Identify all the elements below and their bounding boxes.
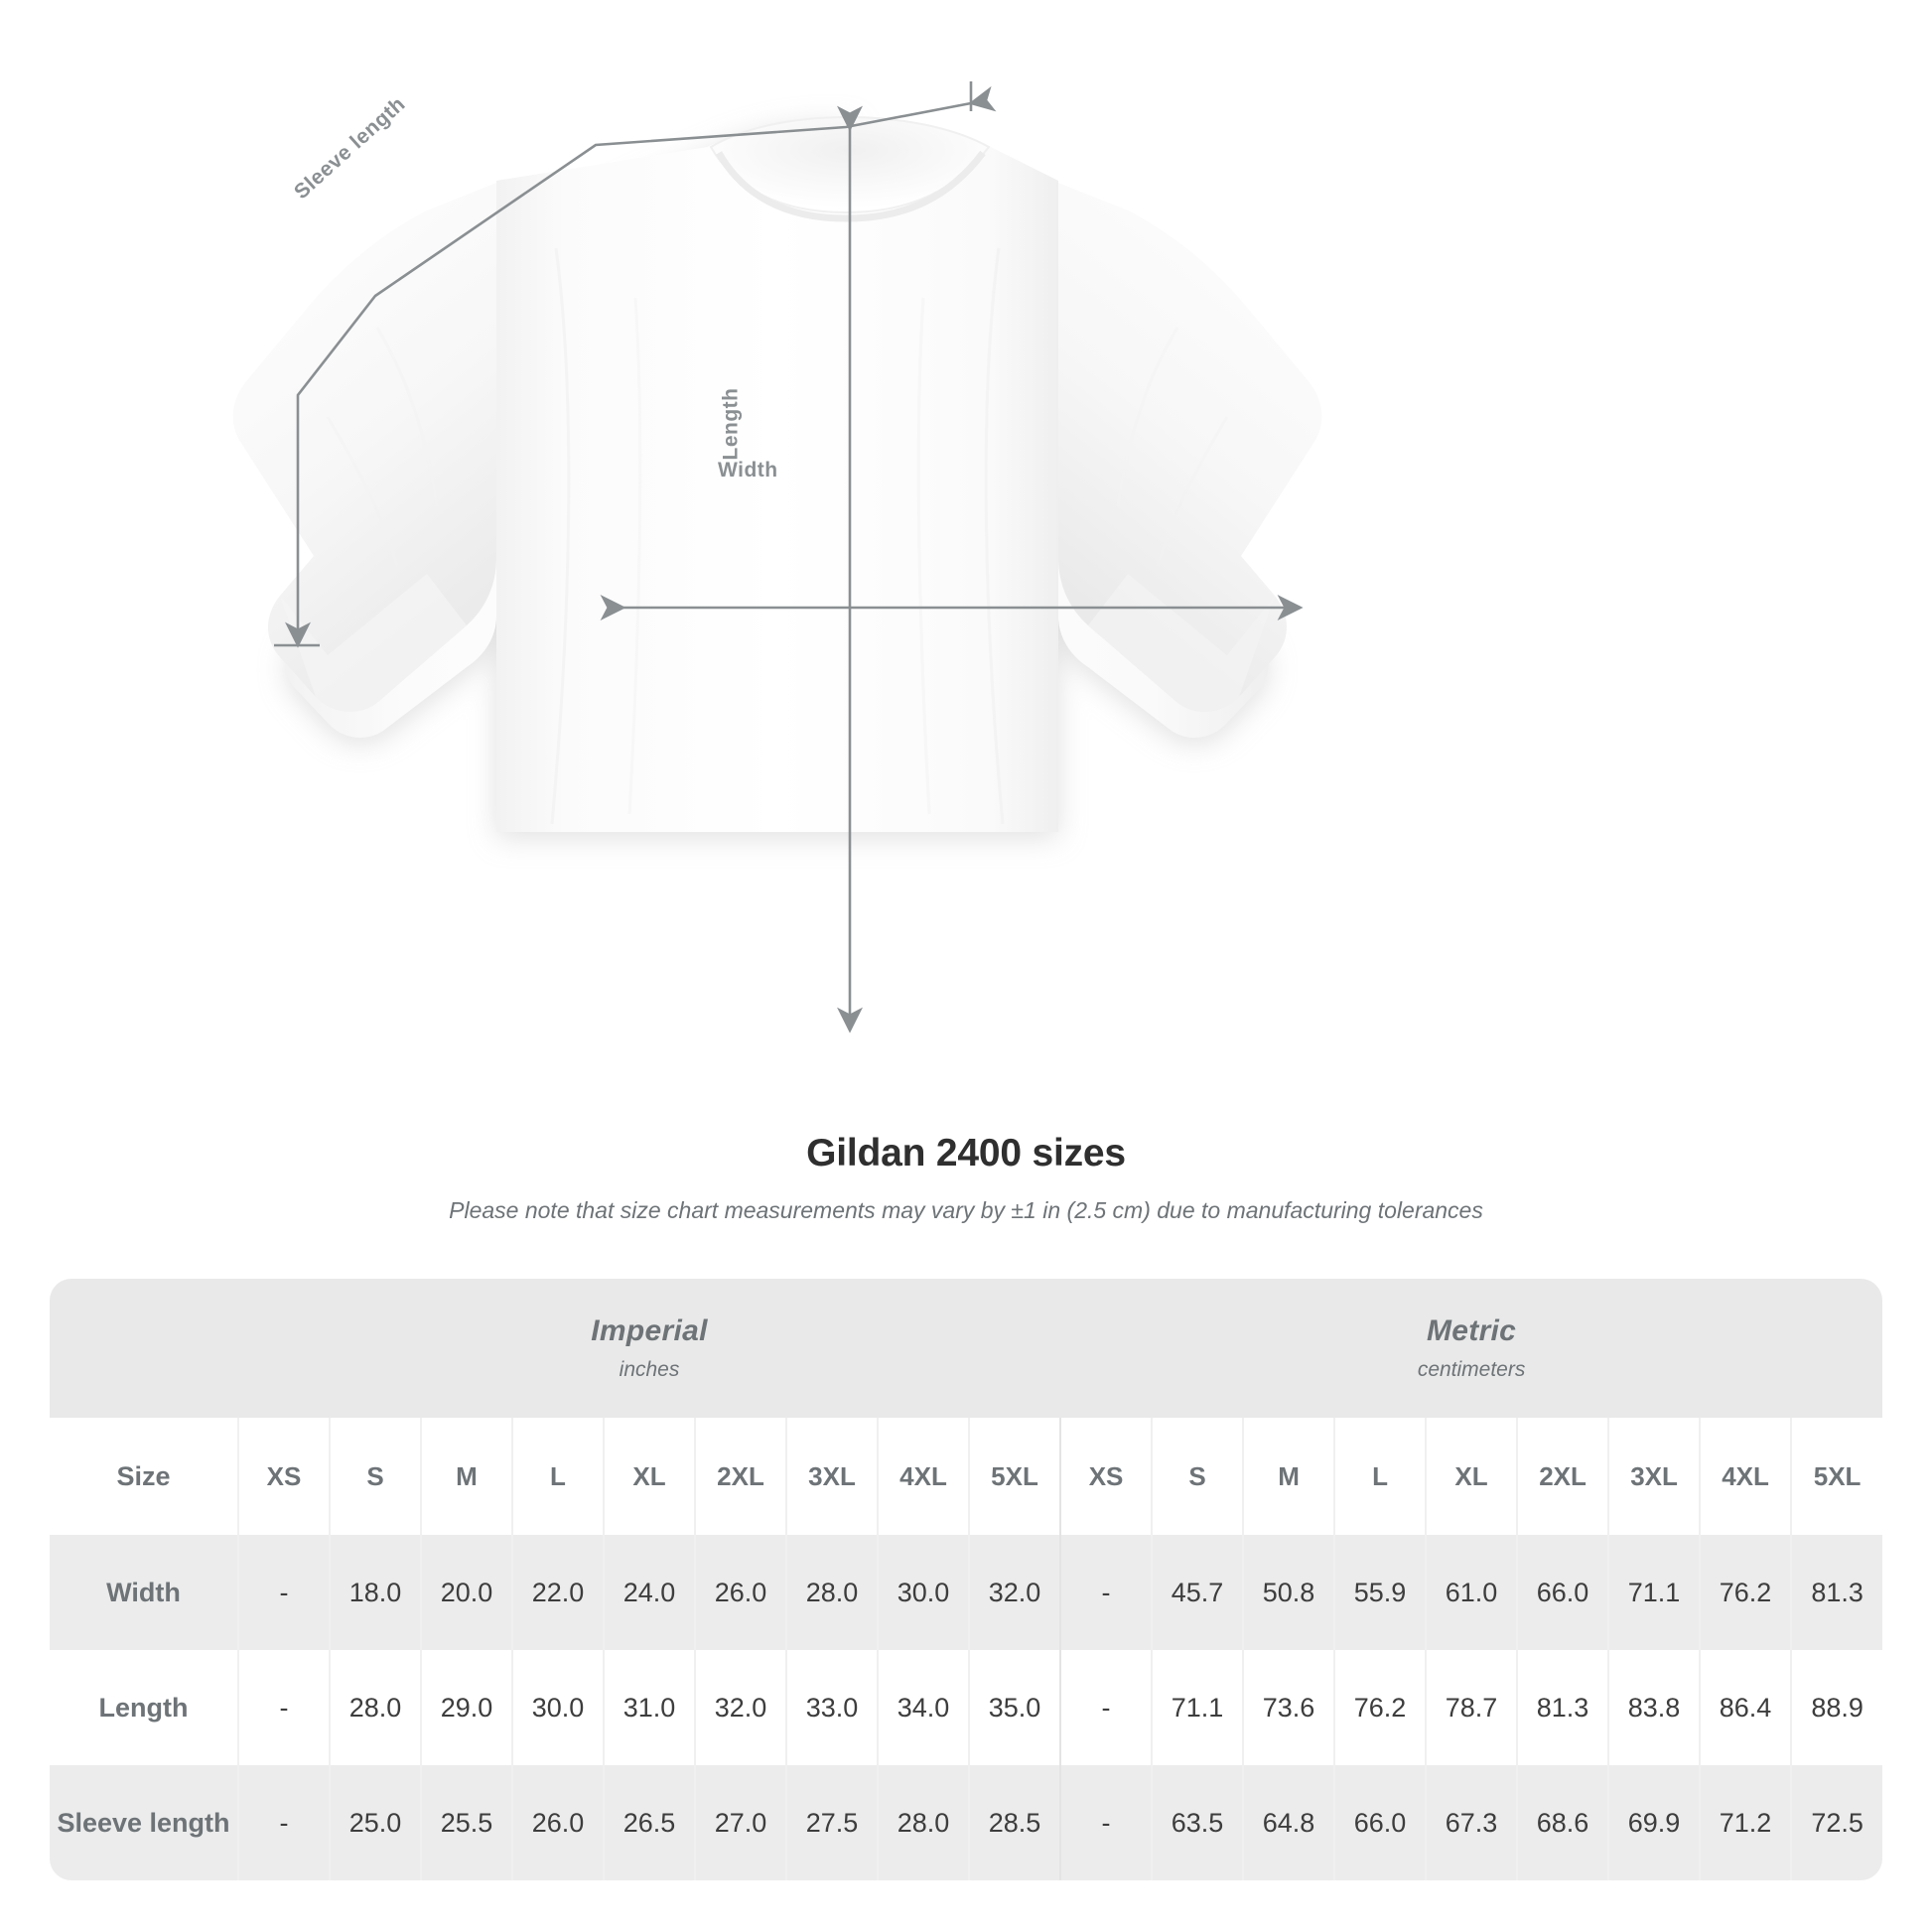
size-chart-table: Imperial inches Metric centimeters Size XS S M L… (50, 1279, 1883, 1880)
table-row: Length -28.0 29.0 30.0 31.0 32.0 33.0 34.0 35.0-… (50, 1650, 1883, 1765)
size-header-row: Size XS S M L XL 2XL 3XL 4XL 5XL XS S M L XL 2XL 3XL 4XL 5… (50, 1418, 1883, 1535)
cell-metric-3xl: 83.8 (1607, 1650, 1701, 1765)
size-header-metric-m: M (1242, 1418, 1335, 1535)
row-label-length: Length (50, 1650, 238, 1765)
cell-imperial-5xl: 35.0 (967, 1650, 1061, 1765)
unit-name: Metric (1427, 1314, 1517, 1347)
table-row: Width -18.0 20.0 22.0 24.0 26.0 28.0 30.0 32.0-4… (50, 1535, 1883, 1650)
cell-metric-4xl: 71.2 (1699, 1765, 1792, 1880)
tolerance-note: Please note that size chart measurements… (449, 1197, 1483, 1223)
size-header-metric-2xl: 2XL (1516, 1418, 1609, 1535)
cell-metric-xs: - (1059, 1765, 1153, 1880)
cell-imperial-xs: - (237, 1765, 330, 1880)
cell-metric-l: 55.9 (1333, 1535, 1427, 1650)
cell-imperial-4xl: 34.0 (877, 1650, 969, 1765)
cell-metric-m: 73.6 (1242, 1650, 1335, 1765)
size-chart-table-container: Imperial inches Metric centimeters Size XS S M L… (50, 1279, 1883, 1880)
cell-metric-xl: 67.3 (1425, 1765, 1518, 1880)
size-header-imperial-l: L (511, 1418, 604, 1535)
cell-metric-l: 76.2 (1333, 1650, 1427, 1765)
cell-imperial-xl: 26.5 (603, 1765, 695, 1880)
size-header-imperial-xs: XS (237, 1418, 330, 1535)
cell-imperial-5xl: 28.5 (967, 1765, 1061, 1880)
cell-metric-5xl: 72.5 (1790, 1765, 1883, 1880)
cell-imperial-2xl: 26.0 (694, 1535, 786, 1650)
page-title: Gildan 2400 sizes (806, 1132, 1126, 1174)
cell-imperial-l: 30.0 (511, 1650, 604, 1765)
table-row: Sleeve length -25.0 25.5 26.0 26.5 27.0 27.5 28… (50, 1765, 1883, 1880)
length-label: Length (719, 387, 743, 461)
cell-imperial-s: 18.0 (329, 1535, 421, 1650)
cell-metric-xs: - (1059, 1650, 1153, 1765)
cell-imperial-xl: 31.0 (603, 1650, 695, 1765)
width-label: Width (718, 459, 778, 482)
cell-metric-l: 66.0 (1333, 1765, 1427, 1880)
cell-imperial-2xl: 32.0 (694, 1650, 786, 1765)
cell-imperial-2xl: 27.0 (694, 1765, 786, 1880)
unit-subtitle: centimeters (1417, 1358, 1526, 1381)
size-header-imperial-m: M (420, 1418, 512, 1535)
cell-metric-s: 71.1 (1151, 1650, 1244, 1765)
unit-header-row: Imperial inches Metric centimeters (50, 1279, 1883, 1418)
size-column-label: Size (50, 1418, 238, 1535)
cell-imperial-5xl: 32.0 (967, 1535, 1061, 1650)
size-header-metric-s: S (1151, 1418, 1244, 1535)
size-header-imperial-4xl: 4XL (877, 1418, 969, 1535)
size-header-metric-5xl: 5XL (1790, 1418, 1883, 1535)
cell-metric-2xl: 81.3 (1516, 1650, 1609, 1765)
cell-metric-xl: 78.7 (1425, 1650, 1518, 1765)
cell-imperial-xs: - (237, 1650, 330, 1765)
cell-metric-m: 50.8 (1242, 1535, 1335, 1650)
cell-metric-xs: - (1059, 1535, 1153, 1650)
cell-imperial-l: 26.0 (511, 1765, 604, 1880)
cell-metric-4xl: 86.4 (1699, 1650, 1792, 1765)
row-label-width: Width (50, 1535, 238, 1650)
cell-metric-2xl: 68.6 (1516, 1765, 1609, 1880)
cell-metric-3xl: 71.1 (1607, 1535, 1701, 1650)
cell-metric-3xl: 69.9 (1607, 1765, 1701, 1880)
shirt-illustration (232, 81, 1322, 1034)
cell-imperial-4xl: 30.0 (877, 1535, 969, 1650)
cell-metric-s: 45.7 (1151, 1535, 1244, 1650)
cell-metric-4xl: 76.2 (1699, 1535, 1792, 1650)
size-header-imperial-s: S (329, 1418, 421, 1535)
size-header-imperial-2xl: 2XL (694, 1418, 786, 1535)
cell-imperial-s: 25.0 (329, 1765, 421, 1880)
unit-subtitle: inches (619, 1358, 680, 1381)
row-label-sleeve-length: Sleeve length (50, 1765, 238, 1880)
size-header-metric-xs: XS (1059, 1418, 1153, 1535)
unit-header-metric: Metric centimeters (1060, 1279, 1883, 1418)
size-header-metric-l: L (1333, 1418, 1427, 1535)
size-header-metric-3xl: 3XL (1607, 1418, 1701, 1535)
size-header-metric-4xl: 4XL (1699, 1418, 1792, 1535)
cell-imperial-s: 28.0 (329, 1650, 421, 1765)
cell-imperial-m: 20.0 (420, 1535, 512, 1650)
cell-imperial-m: 25.5 (420, 1765, 512, 1880)
size-header-metric-xl: XL (1425, 1418, 1518, 1535)
size-header-imperial-3xl: 3XL (785, 1418, 878, 1535)
unit-header-imperial: Imperial inches (238, 1279, 1061, 1418)
unit-header-spacer (50, 1279, 238, 1418)
cell-imperial-xs: - (237, 1535, 330, 1650)
unit-name: Imperial (591, 1314, 708, 1347)
cell-imperial-m: 29.0 (420, 1650, 512, 1765)
cell-metric-xl: 61.0 (1425, 1535, 1518, 1650)
chart-heading-block: Gildan 2400 sizes Please note that size … (0, 1132, 1932, 1224)
cell-metric-2xl: 66.0 (1516, 1535, 1609, 1650)
cell-metric-5xl: 88.9 (1790, 1650, 1883, 1765)
garment-diagram: Sleeve length Length Width (232, 81, 1322, 1034)
cell-metric-m: 64.8 (1242, 1765, 1335, 1880)
cell-metric-s: 63.5 (1151, 1765, 1244, 1880)
cell-metric-5xl: 81.3 (1790, 1535, 1883, 1650)
cell-imperial-3xl: 33.0 (785, 1650, 878, 1765)
cell-imperial-l: 22.0 (511, 1535, 604, 1650)
sleeve-length-measure-line (274, 81, 997, 648)
cell-imperial-4xl: 28.0 (877, 1765, 969, 1880)
size-header-imperial-5xl: 5XL (967, 1418, 1061, 1535)
cell-imperial-3xl: 27.5 (785, 1765, 878, 1880)
cell-imperial-3xl: 28.0 (785, 1535, 878, 1650)
cell-imperial-xl: 24.0 (603, 1535, 695, 1650)
size-header-imperial-xl: XL (603, 1418, 695, 1535)
